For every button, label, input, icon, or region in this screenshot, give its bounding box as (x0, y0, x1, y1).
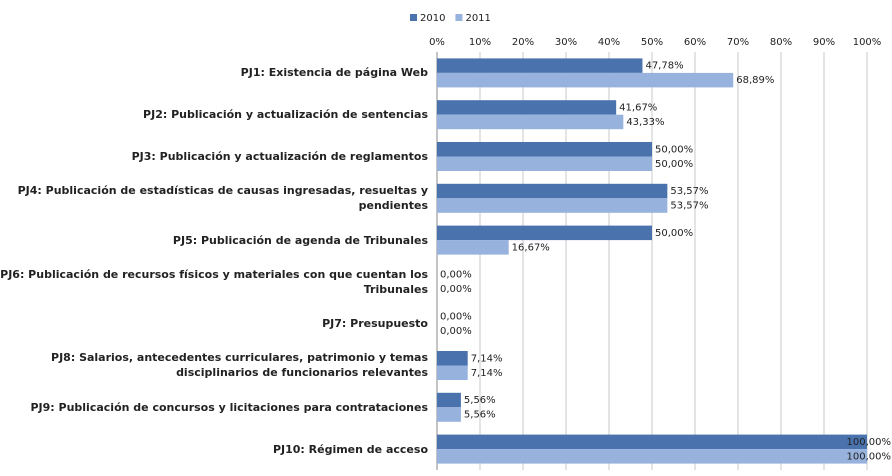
x-tick-label: 60% (684, 37, 706, 48)
data-label: 100,00% (847, 451, 892, 462)
data-label: 5,56% (464, 395, 496, 406)
x-tick-label: 50% (641, 37, 663, 48)
legend-label: 2010 (420, 13, 445, 24)
data-label: 41,67% (619, 102, 657, 113)
bar (437, 225, 652, 241)
bar (437, 351, 468, 366)
data-label: 16,67% (512, 242, 550, 253)
data-label: 7,14% (471, 353, 503, 364)
category-label-box: PJ5: Publicación de agenda de Tribunales (172, 233, 428, 247)
category-label-box: PJ3: Publicación y actualización de regl… (131, 149, 428, 163)
bar (437, 407, 461, 422)
category-label-box: PJ7: Presupuesto (322, 317, 428, 331)
category-label-box: PJ4: Publicación de estadísticas de caus… (17, 184, 428, 213)
bar (437, 240, 509, 255)
y-tick-label: PJ5: Publicación de agenda de Tribunales (172, 233, 428, 247)
category-label-box: PJ2: Publicación y actualización de sent… (143, 108, 428, 122)
data-label: 53,57% (670, 201, 708, 212)
bar (437, 142, 652, 157)
data-label: 7,14% (471, 368, 503, 379)
bar (437, 434, 867, 450)
bar (437, 114, 624, 130)
data-label: 0,00% (440, 311, 472, 322)
legend-swatch (455, 14, 463, 21)
x-tick-label: 20% (512, 37, 534, 48)
y-tick-label: PJ2: Publicación y actualización de sent… (143, 108, 428, 122)
y-tick-label: PJ9: Publicación de concursos y licitaci… (30, 400, 428, 414)
legend-swatch (410, 14, 417, 21)
category-label-box: PJ6: Publicación de recursos físicos y m… (0, 267, 428, 296)
x-tick-label: 80% (770, 37, 792, 48)
y-tick-label: PJ7: Presupuesto (322, 317, 428, 331)
x-tick-label: 10% (469, 37, 491, 48)
category-label-box: PJ8: Salarios, antecedentes curriculares… (51, 351, 428, 380)
category-label-box: PJ9: Publicación de concursos y licitaci… (30, 400, 428, 414)
data-label: 53,57% (670, 186, 708, 197)
data-label: 50,00% (655, 159, 693, 170)
data-label: 68,89% (736, 75, 774, 86)
x-tick-label: 40% (598, 37, 620, 48)
data-label: 43,33% (626, 117, 664, 128)
legend-label: 2011 (465, 13, 490, 24)
bar (437, 449, 867, 464)
bar (437, 365, 468, 380)
bar (437, 58, 643, 73)
y-tick-label: PJ8: Salarios, antecedentes curriculares… (51, 351, 428, 380)
y-tick-label: PJ4: Publicación de estadísticas de caus… (17, 184, 428, 213)
data-label: 0,00% (440, 284, 472, 295)
data-label: 5,56% (464, 410, 496, 421)
x-tick-label: 100% (853, 37, 882, 48)
x-tick-label: 90% (813, 37, 835, 48)
y-tick-label: PJ10: Régimen de acceso (272, 442, 428, 456)
bar (437, 100, 617, 115)
y-tick-label: PJ1: Existencia de página Web (240, 66, 428, 80)
category-label-box: PJ10: Régimen de acceso (272, 442, 428, 456)
bar (437, 183, 668, 199)
bar (437, 72, 734, 88)
data-label: 50,00% (655, 228, 693, 239)
bar (437, 392, 461, 408)
bar (437, 198, 668, 213)
category-label-box: PJ1: Existencia de página Web (240, 66, 428, 80)
y-tick-label: PJ3: Publicación y actualización de regl… (131, 149, 428, 163)
data-label: 50,00% (655, 144, 693, 155)
x-tick-label: 30% (555, 37, 577, 48)
data-label: 47,78% (645, 61, 683, 72)
x-tick-label: 0% (429, 37, 445, 48)
data-label: 100,00% (847, 437, 892, 448)
y-tick-label: PJ6: Publicación de recursos físicos y m… (0, 267, 428, 296)
x-tick-label: 70% (727, 37, 749, 48)
data-label: 0,00% (440, 270, 472, 281)
bar (437, 156, 652, 171)
data-label: 0,00% (440, 326, 472, 337)
